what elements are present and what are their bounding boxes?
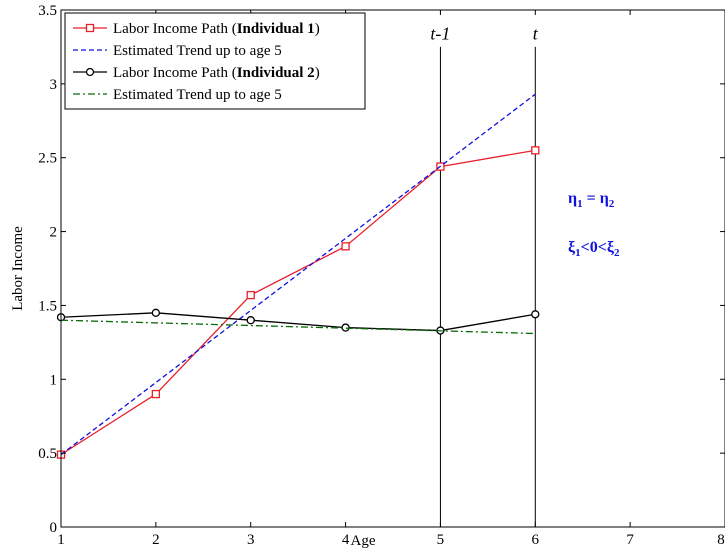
y-tick-label: 0 [50, 520, 58, 536]
data-point-circle [246, 316, 255, 325]
x-tick-label: 3 [247, 532, 255, 548]
y-tick-label: 1.5 [38, 298, 57, 314]
annotation-1: ξ1<0<ξ2 [568, 239, 620, 259]
y-tick-label: 3 [50, 77, 58, 93]
y-tick-label: 2 [50, 225, 58, 241]
data-point-square [151, 389, 161, 399]
annotation-part: η [568, 190, 577, 207]
legend-entry: Estimated Trend up to age 5 [113, 43, 282, 59]
annotation-part: <0<ξ [581, 239, 615, 256]
data-point-circle [341, 323, 350, 332]
legend-entry: Labor Income Path (Individual 1) [113, 21, 320, 37]
series-line-1 [60, 93, 536, 456]
data-point-circle [151, 308, 161, 317]
legend: Labor Income Path (Individual 1)Estimate… [64, 12, 366, 110]
x-axis-title: Age [351, 533, 376, 549]
x-tick-label: 1 [57, 532, 65, 548]
x-tick-label: 6 [532, 532, 540, 548]
annotation-part: 1 [575, 247, 581, 259]
x-tick-label: 7 [626, 532, 634, 548]
data-point-square [531, 146, 540, 155]
legend-entry: Labor Income Path (Individual 2) [113, 65, 320, 81]
series-line-3 [60, 319, 536, 335]
annotation-part: 2 [609, 198, 615, 210]
y-tick-label: 3.5 [38, 3, 57, 19]
legend-entry-bold: Individual 1 [237, 21, 315, 37]
data-point-square [341, 242, 350, 251]
data-point-square [246, 290, 255, 300]
annotation-part: ξ [568, 239, 576, 256]
annotation-part: = η [583, 190, 609, 207]
vertical-line-label: t-1 [430, 24, 450, 44]
legend-entry: Estimated Trend up to age 5 [113, 87, 282, 103]
legend-entry-suffix: ) [315, 21, 320, 37]
series-line-2 [60, 312, 536, 332]
y-axis-title: Labor Income [10, 226, 26, 311]
annotation-0: η1 = η2 [568, 190, 615, 210]
axes [60, 9, 725, 528]
legend-swatch-marker [85, 67, 95, 77]
y-tick-label: 1 [50, 372, 58, 388]
vertical-line-label: t [533, 24, 539, 44]
series-line-0 [60, 149, 536, 456]
x-tick-label: 5 [437, 532, 445, 548]
legend-box [64, 12, 366, 110]
x-tick-label: 8 [717, 532, 725, 548]
data-point-circle [531, 310, 540, 319]
legend-entry-prefix: Labor Income Path ( [113, 21, 237, 37]
x-tick-label: 4 [342, 532, 350, 548]
legend-swatch-marker [85, 23, 95, 33]
annotation-part: 1 [577, 198, 583, 210]
y-tick-label: 2.5 [38, 151, 57, 167]
annotation-part: 2 [614, 247, 620, 259]
x-tick-label: 2 [152, 532, 160, 548]
axis-box [60, 9, 725, 528]
y-tick-label: 0.5 [38, 446, 57, 462]
legend-entry-suffix: ) [315, 65, 320, 81]
legend-entry-bold: Individual 2 [237, 65, 315, 81]
legend-entry-prefix: Labor Income Path ( [113, 65, 237, 81]
tick-labels: 1 2 3 4 5 6 7 8 0 0.5 1 1.5 2 2.5 3 3.5 [38, 3, 725, 548]
